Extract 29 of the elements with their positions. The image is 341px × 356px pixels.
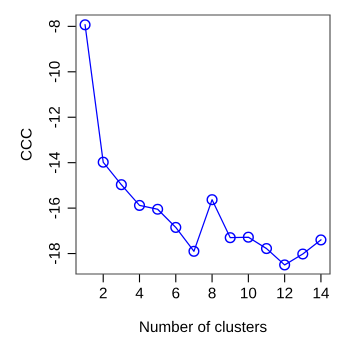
x-tick-label: 4: [136, 288, 144, 298]
point: [98, 156, 109, 168]
point: [224, 232, 236, 244]
x-tick-label: 6: [172, 288, 180, 298]
y-tick-label: -14: [49, 152, 60, 174]
x-tick-label: 8: [208, 288, 216, 298]
x-tick-label: 2: [100, 288, 107, 298]
y-tick-label: -18: [48, 243, 60, 264]
point: [315, 234, 326, 246]
point: [242, 232, 254, 243]
point: [188, 246, 200, 257]
point: [297, 248, 308, 260]
point: [170, 222, 182, 233]
x-tick-label: 14: [314, 288, 329, 298]
y-axis-title: CCC: [20, 128, 32, 160]
point: [116, 179, 127, 190]
y-tick-label: -12: [48, 106, 60, 128]
x-tick-label: 10: [241, 288, 256, 298]
point: [80, 19, 91, 30]
y-tick-label: -8: [48, 20, 60, 32]
y-tick-label: -16: [48, 198, 60, 218]
point: [134, 200, 146, 211]
point: [279, 259, 290, 270]
x-axis-title: Number of clusters: [140, 320, 267, 332]
point: [206, 194, 218, 206]
point: [260, 243, 272, 254]
x-tick-label: 12: [277, 288, 292, 298]
point: [152, 204, 164, 215]
y-tick-label: -10: [48, 61, 60, 82]
